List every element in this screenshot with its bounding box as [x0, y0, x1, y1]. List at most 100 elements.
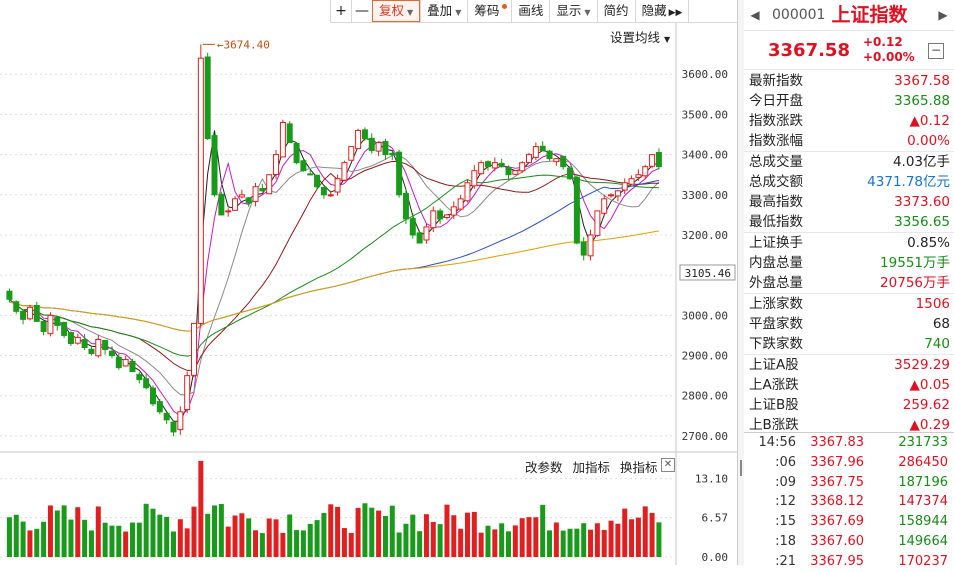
- candle-body: [546, 150, 553, 160]
- draw-line-button[interactable]: 画线: [511, 0, 549, 22]
- stat-row: 平盘家数 68: [744, 314, 954, 334]
- candle-body: [573, 176, 580, 244]
- chevron-down-icon: ▼: [584, 8, 591, 17]
- candle-body: [498, 162, 505, 168]
- volume-bar: [629, 519, 635, 557]
- stat-row: 内盘总量 19551万手: [744, 253, 954, 273]
- restore-rights-button[interactable]: 复权 ▼: [372, 0, 421, 22]
- candle-body: [614, 190, 621, 197]
- ma-line: [9, 160, 659, 371]
- volume-bar: [601, 530, 607, 557]
- chart-area[interactable]: 3600.003500.003400.003300.003200.003100.…: [0, 0, 737, 565]
- candle-body: [327, 194, 334, 197]
- candle-body: [587, 234, 594, 257]
- volume-bar: [464, 512, 470, 557]
- volume-bar: [567, 528, 573, 557]
- stat-row: 上证换手 0.85%: [744, 232, 954, 253]
- candle-body: [74, 336, 81, 344]
- volume-bar: [34, 528, 40, 557]
- tick-row: :21 3367.95 170237: [744, 552, 954, 572]
- candle-body: [286, 123, 293, 144]
- stat-row: 最新指数 3367.58: [744, 71, 954, 91]
- price-tick-label: 3300.00: [682, 189, 728, 202]
- candle-body: [430, 210, 437, 229]
- price-tick-label: 3000.00: [682, 309, 728, 322]
- candle-body: [307, 173, 314, 176]
- display-button[interactable]: 显示 ▼: [549, 0, 596, 22]
- tick-row: 14:56 3367.83 231733: [744, 433, 954, 453]
- candle-body: [526, 154, 533, 164]
- stat-row: 指数涨跌 ▲0.12: [744, 111, 954, 131]
- stat-value: 740: [924, 336, 950, 352]
- volume-bar: [68, 519, 74, 557]
- stat-row: 上涨家数 1506: [744, 293, 954, 314]
- volume-bar: [253, 530, 259, 557]
- volume-bar: [13, 514, 19, 557]
- volume-bar: [588, 529, 594, 557]
- prev-arrow-icon[interactable]: ◀: [750, 8, 760, 22]
- switch-indicator-button[interactable]: 换指标: [620, 460, 658, 475]
- close-icon[interactable]: ✕: [661, 458, 675, 472]
- change-value: +0.12: [863, 35, 903, 49]
- chips-button[interactable]: 筹码: [467, 0, 511, 22]
- kline-chart[interactable]: 3600.003500.003400.003300.003200.003100.…: [0, 0, 737, 565]
- zoom-out-button[interactable]: —: [351, 0, 372, 22]
- overlay-button[interactable]: 叠加 ▼: [420, 0, 467, 22]
- candle-body: [95, 338, 102, 357]
- candle-body: [457, 198, 464, 210]
- candle-body: [635, 174, 642, 178]
- stat-label: 指数涨跌: [749, 113, 803, 129]
- candle-body: [539, 145, 546, 152]
- candle-body: [273, 154, 280, 175]
- volume-bar: [205, 513, 211, 557]
- zoom-in-button[interactable]: +: [330, 0, 351, 22]
- volume-bar: [191, 506, 197, 557]
- current-price-label: 3105.46: [685, 267, 731, 280]
- stat-value: 0.00%: [907, 133, 950, 149]
- next-arrow-icon[interactable]: ▶: [938, 8, 948, 22]
- tick-row: :06 3367.96 286450: [744, 453, 954, 473]
- tick-price: 3367.96: [810, 454, 864, 470]
- tick-time: :18: [775, 533, 796, 549]
- stat-value: ▲0.29: [909, 417, 950, 433]
- tick-volume: 187196: [898, 474, 948, 490]
- volume-bar: [458, 528, 464, 557]
- volume-bar: [328, 504, 334, 557]
- stat-row: 今日开盘 3365.88: [744, 91, 954, 111]
- volume-bar: [594, 523, 600, 557]
- stat-label: 总成交额: [749, 174, 803, 190]
- collapse-icon[interactable]: −: [928, 43, 944, 59]
- ma-settings-dropdown[interactable]: 设置均线 ▼: [610, 27, 670, 46]
- stats-list: 最新指数 3367.58 今日开盘 3365.88 指数涨跌 ▲0.12 指数涨幅 0.00%…: [744, 70, 954, 435]
- candle-body: [26, 306, 33, 320]
- candle-body: [122, 359, 129, 367]
- volume-bar: [82, 519, 88, 557]
- stat-row: 上证B股 259.62: [744, 395, 954, 415]
- hide-button[interactable]: 隐藏 ▶▶: [634, 0, 690, 22]
- simple-button[interactable]: 简约: [596, 0, 635, 22]
- candle-body: [245, 197, 252, 204]
- volume-bar: [287, 514, 293, 557]
- volume-bar: [129, 522, 135, 557]
- stat-label: 上证换手: [749, 235, 803, 251]
- chips-label: 筹码: [474, 3, 500, 18]
- tick-volume: 231733: [898, 435, 948, 450]
- add-indicator-button[interactable]: 加指标: [572, 460, 611, 475]
- candle-body: [81, 339, 88, 349]
- candle-body: [505, 167, 512, 176]
- drag-handle-icon[interactable]: [740, 460, 742, 476]
- chevron-down-icon: ▼: [455, 8, 462, 17]
- stat-value: 0.85%: [907, 235, 950, 251]
- candle-body: [649, 154, 656, 167]
- volume-bar: [423, 514, 429, 557]
- stat-row: 最高指数 3373.60: [744, 192, 954, 212]
- volume-bar: [656, 522, 662, 557]
- candle-body: [232, 198, 239, 211]
- stat-value: 3365.88: [894, 93, 950, 109]
- edit-params-button[interactable]: 改参数: [525, 460, 563, 475]
- stat-value: 19551万手: [880, 255, 950, 271]
- candle-body: [211, 135, 218, 196]
- volume-bar: [307, 523, 313, 557]
- tick-price: 3367.69: [810, 514, 864, 530]
- volume-bar: [259, 533, 265, 557]
